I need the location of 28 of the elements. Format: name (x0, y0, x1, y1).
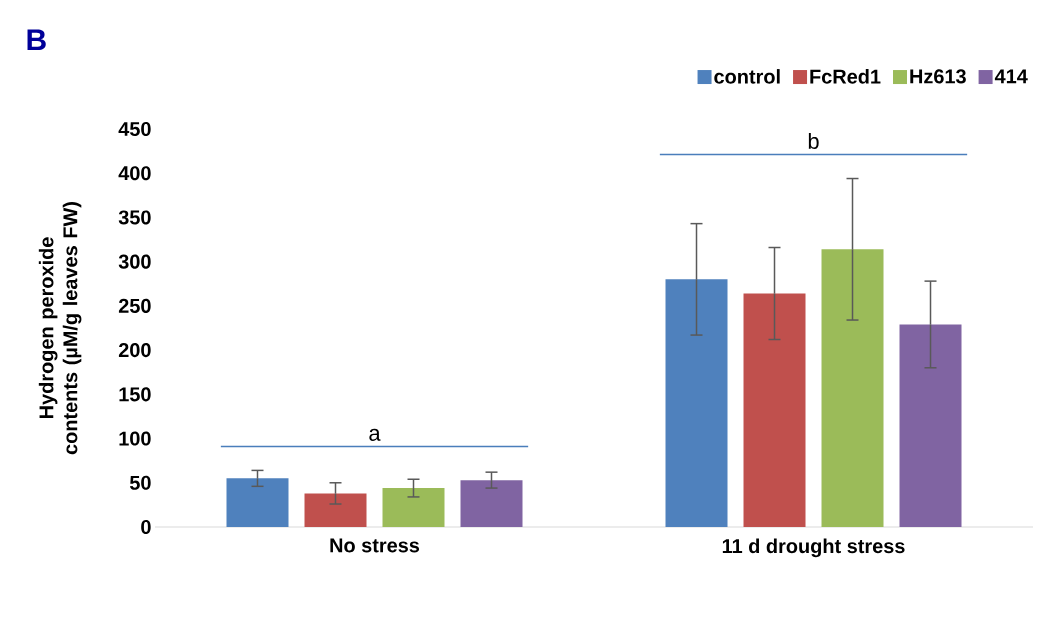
bar (304, 493, 367, 527)
annotation: b (808, 132, 819, 150)
bar (899, 324, 962, 527)
x-tick-label: 11 d drought stress (722, 538, 905, 558)
chart-title: B (27, 29, 46, 51)
y-tick-label: 400 (118, 166, 151, 181)
bar (460, 480, 523, 527)
y-tick-label: 200 (118, 343, 151, 358)
y-axis-title: Hydrogen peroxide contents (µM/g leaves FW) (38, 202, 82, 455)
y-tick-label: 250 (118, 298, 151, 313)
y-tick-label: 150 (119, 387, 151, 402)
x-tick-label: No stress (330, 538, 420, 553)
y-tick-label: 50 (129, 475, 151, 490)
y-tick-label: 0 (141, 519, 151, 535)
legend-label: Hz613 (910, 69, 966, 84)
bar (382, 488, 445, 527)
bar (665, 279, 728, 527)
annotation: a (369, 428, 381, 441)
legend-label: control (714, 69, 780, 84)
bar (226, 478, 289, 527)
legend-label: 414 (994, 69, 1028, 84)
y-tick-label: 450 (118, 121, 151, 137)
y-tick-label: 100 (119, 431, 151, 446)
y-tick-label: 350 (118, 210, 151, 225)
bar (743, 293, 806, 527)
legend-label: FcRed1 (810, 69, 881, 84)
y-tick-label: 300 (118, 254, 151, 269)
bar (821, 249, 884, 527)
